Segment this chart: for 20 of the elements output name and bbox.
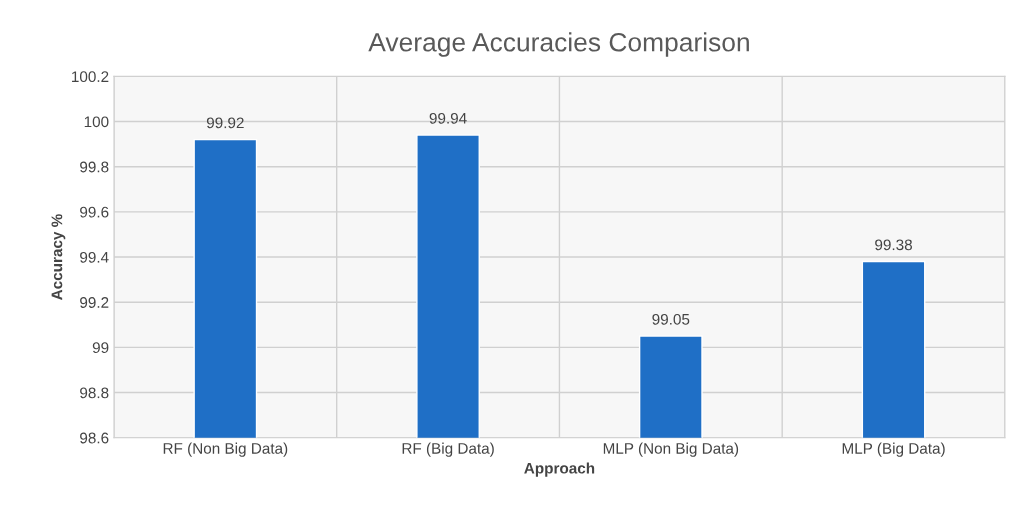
x-tick-label: MLP (Non Big Data) xyxy=(603,442,739,457)
y-tick-label: 98.8 xyxy=(80,387,109,399)
x-tick-label: RF (Big Data) xyxy=(402,442,494,457)
x-axis-title: Approach xyxy=(524,462,595,477)
y-tick-label: 100 xyxy=(84,116,109,128)
y-axis-title: Accuracy % xyxy=(51,214,66,300)
x-tick-label: MLP (Big Data) xyxy=(842,442,945,457)
y-tick-label: 99.2 xyxy=(80,297,109,308)
chart-title: Average Accuracies Comparison xyxy=(368,32,749,57)
data-label: 99.38 xyxy=(875,239,912,251)
y-tick-label: 100.2 xyxy=(72,71,109,83)
y-tick-label: 99.8 xyxy=(80,161,109,173)
y-tick-label: 99 xyxy=(92,342,109,354)
data-label: 99.92 xyxy=(206,117,244,129)
y-tick-label: 99.6 xyxy=(80,206,109,218)
x-tick-label: RF (Non Big Data) xyxy=(163,442,288,457)
y-tick-label: 98.6 xyxy=(80,432,109,444)
y-tick-label: 99.4 xyxy=(80,251,109,263)
data-label: 99.94 xyxy=(429,112,467,124)
data-label: 99.05 xyxy=(652,313,690,325)
